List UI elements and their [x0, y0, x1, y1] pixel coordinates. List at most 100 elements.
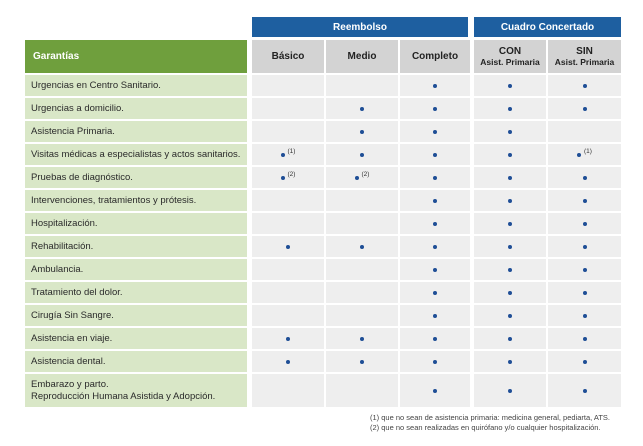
cell-medio: [326, 98, 398, 119]
coverage-dot-icon: [433, 267, 437, 272]
row-label: Tratamiento del dolor.: [25, 282, 247, 303]
coverage-dot-icon: [508, 290, 512, 295]
column-header-basico-label: Básico: [271, 51, 305, 62]
coverage-dot-icon: [433, 106, 437, 111]
cell-completo: [400, 144, 470, 165]
cell-basico: [252, 328, 324, 349]
footnote-ref: (2): [361, 171, 370, 178]
row-label: Visitas médicas a especialistas y actos …: [25, 144, 247, 165]
cell-basico: [252, 374, 324, 407]
column-header-medio: Medio: [326, 40, 398, 73]
coverage-dot-icon: [508, 221, 512, 226]
coverage-dot-icon: [433, 221, 437, 226]
group-header-reembolso: Reembolso: [252, 17, 468, 37]
footnote-1: (1) que no sean de asistencia primaria: …: [370, 413, 610, 422]
cell-con: [474, 121, 546, 142]
coverage-dot-icon: [582, 388, 587, 393]
column-header-completo-label: Completo: [411, 51, 459, 62]
row-label-text: Visitas médicas a especialistas y actos …: [31, 148, 241, 160]
coverage-dot-icon: [360, 152, 364, 157]
column-header-medio-label: Medio: [347, 51, 377, 62]
coverage-dot-icon: [433, 175, 437, 180]
row-label-line: Embarazo y parto.: [31, 378, 109, 390]
cell-sin: [548, 75, 621, 96]
cell-completo: [400, 374, 470, 407]
cell-medio: [326, 236, 398, 257]
coverage-dot-icon: [433, 129, 437, 134]
column-header-garantias: Garantías: [25, 40, 247, 73]
footnote-ref: (1): [584, 148, 592, 155]
coverage-dot-icon: [360, 359, 364, 364]
row-label-text: Asistencia Primaria.: [31, 125, 115, 137]
row-label: Asistencia en viaje.: [25, 328, 247, 349]
cell-basico: [252, 259, 324, 280]
cell-medio: [326, 190, 398, 211]
cell-con: [474, 236, 546, 257]
cell-medio: (2): [326, 167, 398, 188]
cell-sin: [548, 328, 621, 349]
cell-medio: [326, 213, 398, 234]
row-label: Intervenciones, tratamientos y prótesis.: [25, 190, 247, 211]
coverage-dot-icon: [508, 267, 512, 272]
coverage-dot-icon: [582, 336, 587, 341]
row-label: Ambulancia.: [25, 259, 247, 280]
row-label: Urgencias a domicilio.: [25, 98, 247, 119]
cell-basico: [252, 351, 324, 372]
cell-completo: [400, 282, 470, 303]
coverage-dot-icon: [508, 313, 512, 318]
cell-medio: [326, 282, 398, 303]
coverage-dot-icon: [508, 106, 512, 111]
cell-con: [474, 167, 546, 188]
coverage-dot-icon: [360, 244, 364, 249]
cell-con: [474, 259, 546, 280]
row-label-text: Cirugía Sin Sangre.: [31, 309, 114, 321]
row-label-line: Reproducción Humana Asistida y Adopción.: [31, 390, 216, 402]
cell-completo: [400, 75, 470, 96]
cell-basico: [252, 282, 324, 303]
group-header-concertado-label: Cuadro Concertado: [500, 21, 595, 33]
cell-basico: [252, 236, 324, 257]
coverage-dot-icon: [433, 152, 437, 157]
cell-medio: [326, 351, 398, 372]
coverage-dot-icon: [280, 152, 285, 157]
cell-medio: [326, 121, 398, 142]
cell-sin: [548, 98, 621, 119]
cell-basico: [252, 98, 324, 119]
cell-medio: [326, 305, 398, 326]
column-header-sin: SIN Asist. Primaria: [548, 40, 621, 73]
coverage-dot-icon: [582, 267, 587, 272]
cell-sin: [548, 282, 621, 303]
coverage-dot-icon: [433, 83, 437, 88]
coverage-dot-icon: [508, 244, 512, 249]
coverage-dot-icon: [582, 106, 587, 111]
cell-basico: (2): [252, 167, 324, 188]
cell-con: [474, 98, 546, 119]
column-header-con-main: CON: [498, 45, 522, 57]
cell-con: [474, 282, 546, 303]
coverage-dot-icon: [433, 388, 437, 393]
column-header-con-sub: Asist. Primaria: [480, 56, 540, 67]
coverage-dot-icon: [286, 359, 290, 364]
cell-con: [474, 213, 546, 234]
row-label-text: Ambulancia.: [31, 263, 84, 275]
coverage-dot-icon: [508, 83, 512, 88]
coverage-dot-icon: [433, 290, 437, 295]
row-label-text: Urgencias en Centro Sanitario.: [31, 79, 161, 91]
cell-medio: [326, 259, 398, 280]
row-label: Embarazo y parto. Reproducción Humana Asi…: [25, 374, 247, 407]
column-header-basico: Básico: [252, 40, 324, 73]
coverage-dot-icon: [433, 336, 437, 341]
cell-completo: [400, 305, 470, 326]
coverage-dot-icon: [582, 290, 587, 295]
cell-con: [474, 328, 546, 349]
cell-basico: [252, 213, 324, 234]
row-label: Rehabilitación.: [25, 236, 247, 257]
coverage-dot-icon: [508, 152, 512, 157]
row-label-text: Intervenciones, tratamientos y prótesis.: [31, 194, 197, 206]
cell-con: [474, 305, 546, 326]
coverage-dot-icon: [508, 129, 512, 134]
cell-basico: [252, 305, 324, 326]
row-label: Urgencias en Centro Sanitario.: [25, 75, 247, 96]
coverage-dot-icon: [508, 359, 512, 364]
coverage-dot-icon: [508, 388, 512, 393]
